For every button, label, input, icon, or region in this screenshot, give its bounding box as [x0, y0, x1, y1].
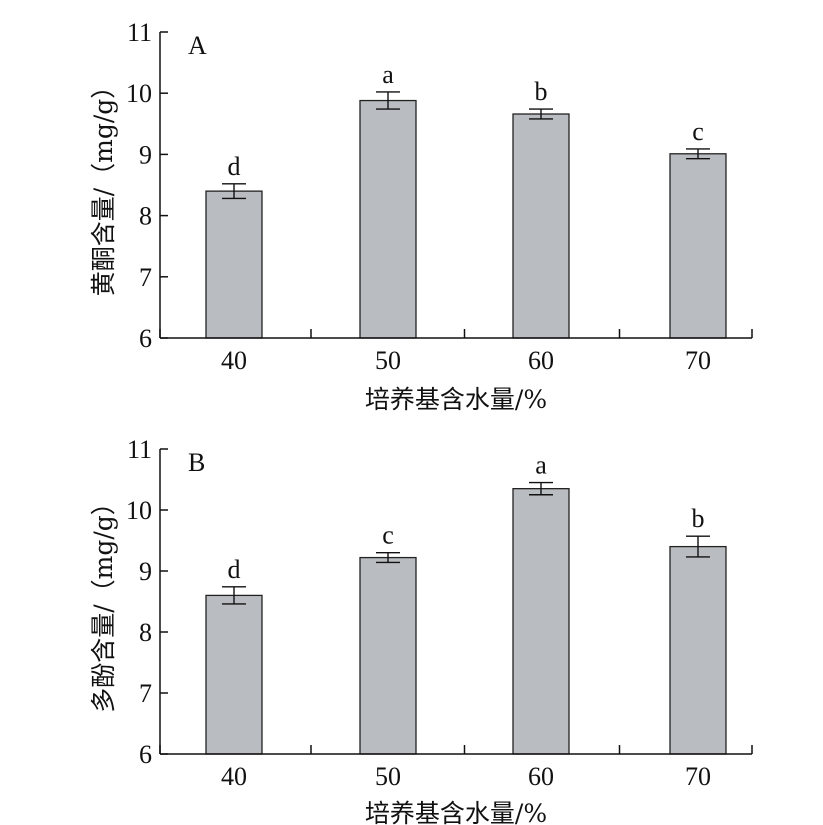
panel-a-significance-label: a [382, 60, 394, 89]
panel-b-x-tick-label: 40 [221, 762, 247, 791]
panel-b-y-tick-label: 10 [126, 496, 152, 525]
panel-b-y-tick-label: 7 [139, 679, 152, 708]
panel-b-y-tick-label: 9 [139, 557, 152, 586]
panel-b-significance-label: d [228, 555, 241, 584]
panel-a-y-tick-label: 8 [139, 202, 152, 231]
panel-b-y-axis-title: 多酚含量/（mg/g） [89, 490, 118, 713]
panel-b-bar [512, 487, 570, 755]
panel-b-significance-label: b [692, 504, 705, 533]
panel-a-x-tick-label: 60 [528, 346, 554, 375]
panel-b-bar [669, 545, 727, 755]
panel-a-significance-label: d [228, 152, 241, 181]
panel-b-label: B [188, 448, 205, 477]
panel-a-x-axis-title: 培养基含水量/% [365, 385, 547, 414]
panel-a-y-tick-label: 11 [127, 18, 152, 47]
panel-b-significance-label: a [535, 451, 547, 480]
panel-a-x-tick-label: 40 [221, 346, 247, 375]
panel-b-y-tick-label: 8 [139, 618, 152, 647]
panel-a-y-tick-label: 10 [126, 79, 152, 108]
panel-b-y-tick-label: 11 [127, 435, 152, 464]
panel-b-bar [205, 594, 263, 755]
panel-a-bar [359, 99, 417, 339]
panel-a-bar [512, 113, 570, 339]
panel-b-x-tick-label: 60 [528, 762, 554, 791]
panel-b-bar [359, 556, 417, 755]
panel-a-significance-label: c [692, 117, 704, 146]
panel-a-y-tick-label: 9 [139, 140, 152, 169]
panel-b-x-tick-label: 50 [375, 762, 401, 791]
panel-a-bar [205, 190, 263, 339]
panel-a-bar [669, 153, 727, 339]
panel-a-label: A [188, 31, 207, 60]
panel-a-y-tick-label: 6 [139, 324, 152, 353]
panel-a-significance-label: b [535, 77, 548, 106]
panel-a-y-axis-title: 黄酮含量/（mg/g） [89, 74, 118, 297]
panel-a-x-tick-label: 50 [375, 346, 401, 375]
panel-b-significance-label: c [382, 521, 394, 550]
panel-b-y-tick-label: 6 [139, 740, 152, 769]
panel-b-x-tick-label: 70 [685, 762, 711, 791]
panel-a-x-tick-label: 70 [685, 346, 711, 375]
panel-b-x-axis-title: 培养基含水量/% [365, 799, 547, 825]
panel-a-y-tick-label: 7 [139, 263, 152, 292]
